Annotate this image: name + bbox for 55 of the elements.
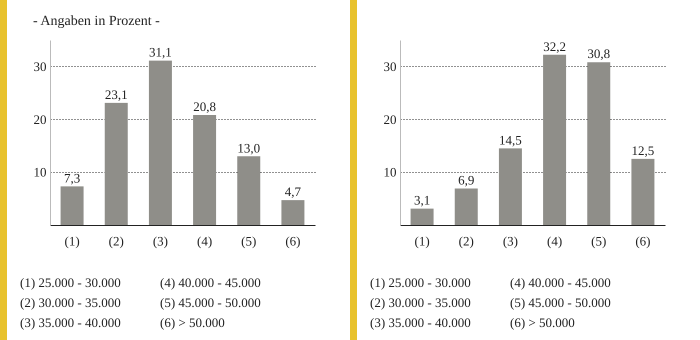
- x-tick-label: (5): [241, 234, 256, 248]
- data-label: 4,7: [284, 184, 302, 200]
- text: (6) > 50.000: [510, 315, 576, 332]
- chart-title: - Angaben in Prozent -: [33, 14, 160, 29]
- data-label: 23,1: [104, 86, 128, 102]
- text: (2) 30.000 - 35.000: [370, 295, 472, 312]
- data-label: 20,8: [193, 99, 216, 114]
- text: (6) > 50.000: [160, 315, 226, 332]
- text: (1) 25.000 - 30.000: [20, 275, 122, 292]
- x-tick-label: (2): [458, 234, 474, 248]
- bar: [104, 102, 128, 225]
- data-label: 14,5: [499, 132, 522, 148]
- y-tick-label: 20: [34, 112, 46, 127]
- y-tick-label: 30: [34, 58, 46, 74]
- bar: [587, 62, 610, 225]
- bar: [237, 156, 260, 225]
- bar: [281, 200, 304, 225]
- x-tick-label: (1): [64, 234, 80, 248]
- text: (4) 40.000 - 45.000: [160, 275, 262, 292]
- data-label: 31,1: [149, 44, 172, 60]
- x-tick-label: (4): [546, 234, 562, 248]
- text: (1) 25.000 - 30.000: [370, 275, 472, 292]
- text: (2) 30.000 - 35.000: [20, 295, 122, 312]
- x-tick-label: (6): [635, 234, 651, 248]
- data-label: 6,9: [458, 172, 474, 188]
- y-tick-label: 20: [384, 112, 396, 127]
- data-label: 12,5: [632, 142, 654, 158]
- bar: [410, 208, 434, 225]
- text: (5) 45.000 - 50.000: [160, 295, 262, 312]
- data-label: 30,8: [587, 46, 610, 62]
- y-tick-label: 30: [384, 58, 396, 74]
- data-label: 32,2: [543, 38, 566, 54]
- bar: [60, 186, 84, 225]
- text: (3) 35.000 - 40.000: [370, 315, 472, 332]
- y-tick-label: 10: [34, 164, 46, 180]
- x-tick-label: (2): [108, 234, 124, 248]
- bar: [454, 188, 478, 225]
- bar: [148, 60, 172, 225]
- bar: [631, 158, 654, 225]
- bar: [498, 148, 522, 225]
- x-tick-label: (1): [414, 234, 430, 248]
- text: (5) 45.000 - 50.000: [510, 295, 612, 312]
- x-tick-label: (6): [285, 234, 301, 248]
- x-tick-label: (4): [196, 234, 212, 248]
- data-label: 3,1: [414, 192, 430, 208]
- text: (4) 40.000 - 45.000: [510, 275, 612, 292]
- y-tick-label: 10: [384, 164, 396, 180]
- data-label: 7,3: [64, 170, 80, 186]
- x-tick-label: (3): [502, 234, 518, 248]
- text: (3) 35.000 - 40.000: [20, 315, 122, 332]
- x-tick-label: (3): [152, 234, 168, 248]
- data-label: 13,0: [237, 140, 260, 156]
- bar: [543, 54, 566, 225]
- x-tick-label: (5): [591, 234, 606, 248]
- bar: [193, 115, 216, 225]
